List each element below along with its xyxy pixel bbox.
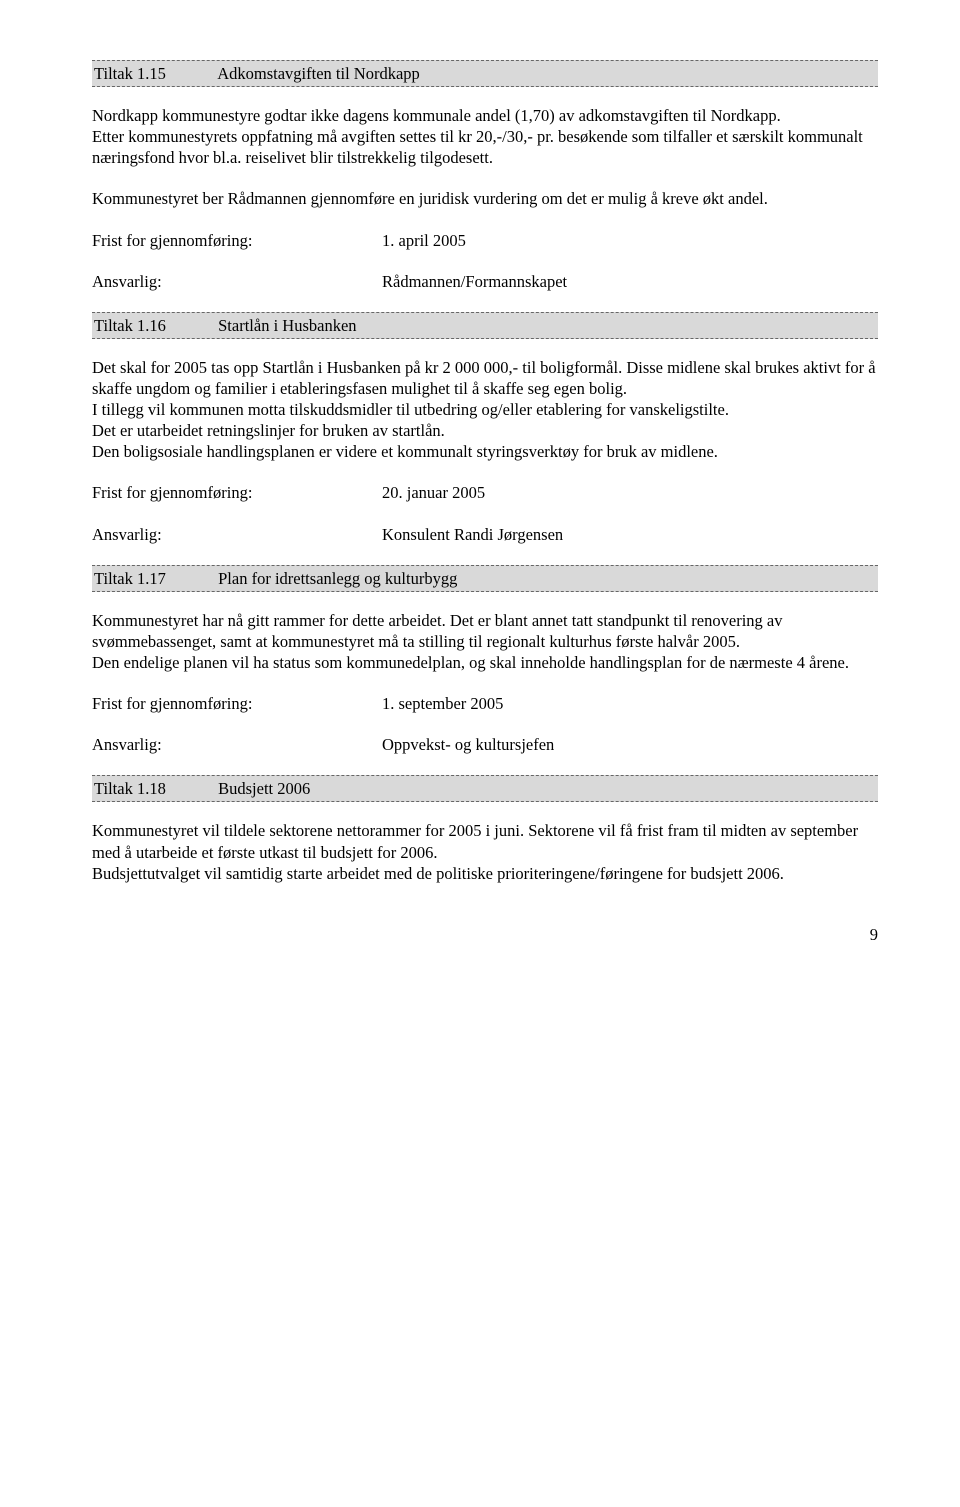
section-heading-1-16: Tiltak 1.16 Startlån i Husbanken [92, 312, 878, 339]
ansvarlig-value: Konsulent Randi Jørgensen [382, 524, 878, 545]
frist-label: Frist for gjennomføring: [92, 693, 382, 714]
page-number: 9 [92, 924, 878, 945]
section-heading-1-18: Tiltak 1.18 Budsjett 2006 [92, 775, 878, 802]
frist-row: Frist for gjennomføring: 1. september 20… [92, 693, 878, 714]
ansvarlig-row: Ansvarlig: Rådmannen/Formannskapet [92, 271, 878, 292]
section-heading-1-17: Tiltak 1.17 Plan for idrettsanlegg og ku… [92, 565, 878, 592]
section-title: Budsjett 2006 [218, 779, 310, 798]
section-num: Tiltak 1.16 [94, 315, 214, 336]
body-text: Det skal for 2005 tas opp Startlån i Hus… [92, 357, 878, 463]
body-text: Kommunestyret har nå gitt rammer for det… [92, 610, 878, 673]
frist-row: Frist for gjennomføring: 1. april 2005 [92, 230, 878, 251]
section-title: Adkomstavgiften til Nordkapp [217, 64, 420, 83]
section-heading-1-15: Tiltak 1.15 Adkomstavgiften til Nordkapp [92, 60, 878, 87]
ansvarlig-value: Rådmannen/Formannskapet [382, 271, 878, 292]
ansvarlig-label: Ansvarlig: [92, 524, 382, 545]
body-text: Kommunestyret vil tildele sektorene nett… [92, 820, 878, 883]
ansvarlig-row: Ansvarlig: Oppvekst- og kultursjefen [92, 734, 878, 755]
ansvarlig-value: Oppvekst- og kultursjefen [382, 734, 878, 755]
section-title: Plan for idrettsanlegg og kulturbygg [218, 569, 457, 588]
body-text: Nordkapp kommunestyre godtar ikke dagens… [92, 105, 878, 168]
section-num: Tiltak 1.18 [94, 778, 214, 799]
section-title: Startlån i Husbanken [218, 316, 356, 335]
section-num: Tiltak 1.15 [94, 63, 214, 84]
body-text: Kommunestyret ber Rådmannen gjennomføre … [92, 188, 878, 209]
frist-value: 1. september 2005 [382, 693, 878, 714]
frist-row: Frist for gjennomføring: 20. januar 2005 [92, 482, 878, 503]
frist-label: Frist for gjennomføring: [92, 230, 382, 251]
frist-value: 1. april 2005 [382, 230, 878, 251]
ansvarlig-label: Ansvarlig: [92, 271, 382, 292]
ansvarlig-row: Ansvarlig: Konsulent Randi Jørgensen [92, 524, 878, 545]
frist-label: Frist for gjennomføring: [92, 482, 382, 503]
frist-value: 20. januar 2005 [382, 482, 878, 503]
section-num: Tiltak 1.17 [94, 568, 214, 589]
ansvarlig-label: Ansvarlig: [92, 734, 382, 755]
